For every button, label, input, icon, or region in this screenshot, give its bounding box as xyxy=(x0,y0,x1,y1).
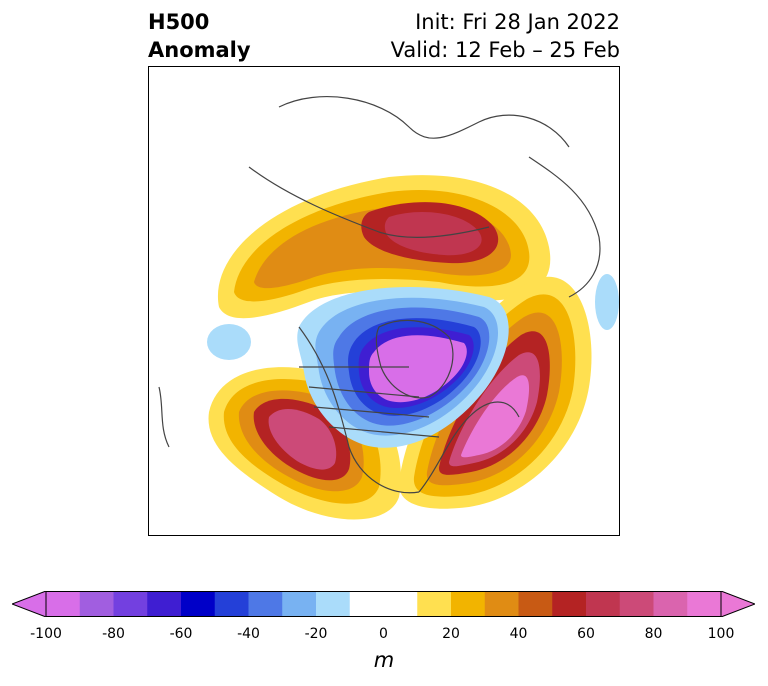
colorbar-segment xyxy=(451,591,486,617)
valid-range: Valid: 12 Feb – 25 Feb xyxy=(390,38,620,62)
colorbar-segment xyxy=(687,591,722,617)
coastlines xyxy=(158,96,601,494)
colorbar-unit: m xyxy=(373,648,395,672)
colorbar-segment xyxy=(113,591,148,617)
colorbar-segment xyxy=(79,591,114,617)
title-field: H500 xyxy=(148,10,210,34)
title-right: Init: Fri 28 Jan 2022 Valid: 12 Feb – 25… xyxy=(391,8,620,64)
title-left: H500 Anomaly xyxy=(148,8,251,64)
colorbar-segment xyxy=(552,591,587,617)
colorbar-tick-label: 80 xyxy=(644,626,663,642)
colorbar-tick-label: -80 xyxy=(102,626,125,642)
anomaly-map xyxy=(148,66,620,536)
map-canvas xyxy=(158,96,619,520)
anomaly-positive-atlantic xyxy=(398,276,592,509)
title-subfield: Anomaly xyxy=(148,38,251,62)
colorbar-segment xyxy=(653,591,688,617)
init-time: Init: Fri 28 Jan 2022 xyxy=(415,10,620,34)
colorbar-segment xyxy=(46,591,81,617)
colorbar-segment xyxy=(484,591,519,617)
colorbar-segment xyxy=(349,591,418,617)
colorbar-extend-high xyxy=(720,591,755,617)
anomaly-negative-scandinavia xyxy=(595,274,619,330)
colorbar-tick-label: 60 xyxy=(577,626,595,642)
colorbar-tick-label: -20 xyxy=(304,626,328,642)
anomaly-positive-siberia xyxy=(217,175,551,319)
colorbar-segment xyxy=(586,591,621,617)
colorbar-segment xyxy=(518,591,553,617)
colorbar-tick-label: 100 xyxy=(707,626,735,642)
colorbar-segment xyxy=(214,591,249,617)
colorbar-segment xyxy=(417,591,452,617)
colorbar-segment xyxy=(316,591,351,617)
colorbar-tick-label: -100 xyxy=(30,626,62,642)
colorbar-tick-label: -40 xyxy=(237,626,260,642)
colorbar-tick-label: -60 xyxy=(169,626,193,642)
colorbar-segment xyxy=(181,591,216,617)
colorbar-tick-label: 20 xyxy=(442,626,460,642)
colorbar-segment xyxy=(147,591,182,617)
colorbar-tick-label: 40 xyxy=(509,626,528,642)
colorbar-tick-label: 0 xyxy=(379,626,388,642)
colorbar xyxy=(12,591,755,617)
colorbar-outline xyxy=(45,591,722,617)
anomaly-positive-west-na xyxy=(208,367,401,520)
anomaly-negative-gulf-of-alaska xyxy=(207,324,251,360)
colorbar-extend-low xyxy=(12,591,47,617)
colorbar-segment xyxy=(282,591,317,617)
colorbar-segment xyxy=(619,591,654,617)
colorbar-segments xyxy=(46,591,722,617)
colorbar-segment xyxy=(248,591,283,617)
